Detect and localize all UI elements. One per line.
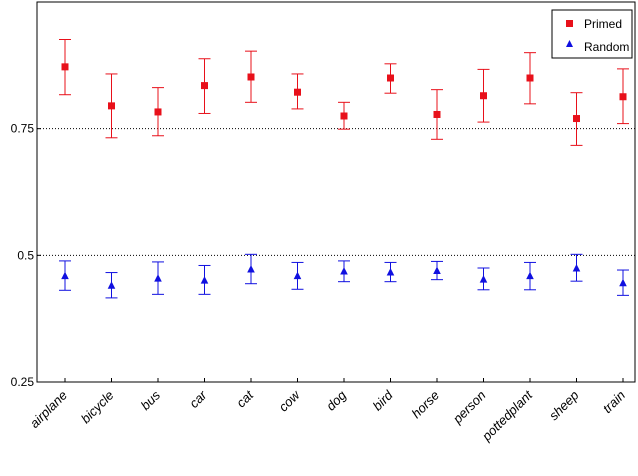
x-tick-label: cat bbox=[233, 387, 257, 411]
legend-marker-random bbox=[566, 40, 573, 47]
point-primed-horse bbox=[433, 110, 441, 118]
point-primed-dog bbox=[340, 112, 348, 120]
point-random-cat bbox=[247, 265, 255, 273]
point-primed-bird bbox=[387, 74, 394, 82]
point-primed-cat bbox=[247, 73, 255, 81]
legend-label-random: Random bbox=[584, 40, 629, 54]
point-primed-person bbox=[480, 92, 487, 100]
point-random-bird bbox=[386, 268, 395, 276]
point-primed-bicycle bbox=[108, 102, 115, 110]
x-tick-label: car bbox=[186, 387, 210, 411]
point-random-car bbox=[200, 276, 209, 284]
point-random-dog bbox=[340, 267, 348, 275]
point-random-cow bbox=[293, 271, 302, 280]
x-tick-label: bicycle bbox=[78, 388, 117, 427]
point-primed-train bbox=[619, 93, 627, 101]
point-random-train bbox=[619, 278, 627, 287]
point-primed-bus bbox=[154, 108, 162, 116]
x-tick-label: horse bbox=[409, 388, 443, 422]
x-tick-label: sheep bbox=[546, 388, 582, 424]
legend-label-primed: Primed bbox=[584, 17, 622, 31]
point-random-sheep bbox=[572, 264, 581, 272]
legend-box bbox=[551, 9, 633, 59]
x-tick-label: pottedplant bbox=[478, 387, 536, 445]
x-tick-label: cow bbox=[276, 386, 304, 414]
point-random-bus bbox=[154, 274, 162, 282]
plot-area bbox=[36, 1, 636, 383]
x-tick-label: bus bbox=[138, 387, 164, 413]
y-tick-label: 0.25 bbox=[11, 375, 35, 389]
x-tick-label: person bbox=[449, 388, 488, 427]
point-primed-cow bbox=[294, 88, 301, 96]
y-tick-label: 0.5 bbox=[17, 248, 34, 262]
point-primed-pottedplant bbox=[526, 74, 534, 82]
x-tick-label: airplane bbox=[27, 388, 70, 431]
x-tick-label: train bbox=[600, 388, 628, 416]
point-primed-airplane bbox=[61, 63, 69, 71]
point-random-pottedplant bbox=[526, 271, 534, 280]
point-primed-sheep bbox=[573, 115, 580, 123]
point-random-airplane bbox=[61, 271, 69, 280]
legend: Primed Random bbox=[551, 9, 633, 59]
x-tick-label: dog bbox=[323, 387, 349, 413]
point-primed-car bbox=[201, 82, 208, 90]
legend-marker-primed bbox=[566, 20, 573, 27]
point-random-horse bbox=[433, 266, 441, 275]
point-random-person bbox=[479, 275, 488, 283]
y-tick-label: 0.75 bbox=[11, 122, 35, 136]
point-random-bicycle bbox=[107, 281, 116, 289]
x-tick-label: bird bbox=[370, 387, 396, 413]
